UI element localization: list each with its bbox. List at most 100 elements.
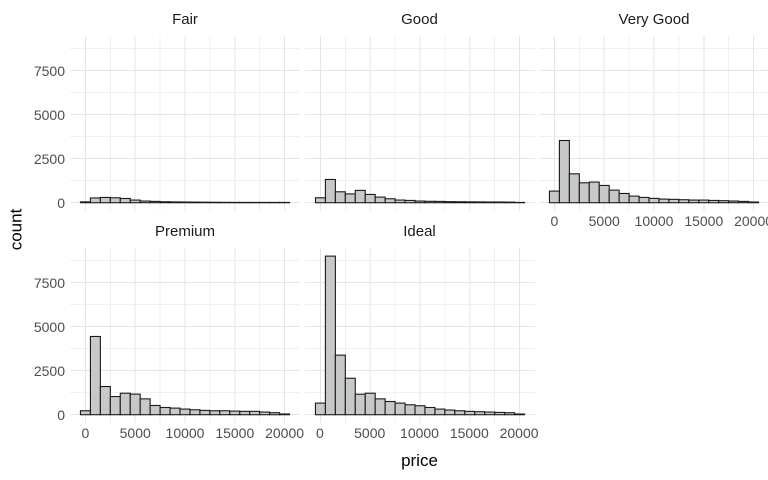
histogram-bar xyxy=(364,392,376,416)
histogram-bar xyxy=(354,393,366,416)
histogram-bar xyxy=(404,404,416,416)
histogram-bar xyxy=(628,195,640,204)
histogram-bar xyxy=(394,402,406,416)
facet-panel-premium xyxy=(70,248,300,423)
histogram-bar xyxy=(483,201,495,204)
histogram-bar xyxy=(698,199,710,204)
facet-title-ideal: Ideal xyxy=(403,223,436,240)
histogram-bar xyxy=(453,201,465,204)
histogram-bar xyxy=(473,411,485,416)
x-tick-label: 20000 xyxy=(265,425,305,441)
histogram-bar xyxy=(493,201,505,204)
histogram-bar xyxy=(374,196,386,204)
x-tick-label: 5000 xyxy=(354,425,386,441)
histogram-bar xyxy=(259,411,271,416)
histogram-bar xyxy=(364,193,376,204)
histogram-bars xyxy=(314,178,525,204)
histogram-bar xyxy=(513,413,525,416)
histogram-bar xyxy=(209,410,221,416)
histogram-bar xyxy=(169,201,181,204)
y-tick-label: 5000 xyxy=(33,318,65,335)
histogram-bar xyxy=(423,406,435,416)
histogram-bar xyxy=(89,335,101,416)
histogram-bar xyxy=(344,193,356,204)
histogram-bar xyxy=(638,196,650,204)
histogram-bar xyxy=(149,200,161,204)
histogram-bar xyxy=(334,354,346,416)
x-tick-label: 5000 xyxy=(588,213,620,229)
histogram-bar xyxy=(548,190,560,204)
histogram-bar xyxy=(503,201,515,204)
histogram-bar xyxy=(608,189,620,204)
x-tick-label: 20000 xyxy=(499,425,539,441)
histogram-bar xyxy=(119,197,131,204)
y-tick-label: 5000 xyxy=(33,106,65,123)
histogram-bar xyxy=(618,192,630,204)
x-axis-title: price xyxy=(401,451,438,470)
x-tick-label: 0 xyxy=(316,425,324,441)
x-tick-label: 15000 xyxy=(684,213,724,229)
facet-title-premium: Premium xyxy=(154,223,215,240)
histogram-bar xyxy=(493,411,505,416)
histogram-bar xyxy=(384,198,396,204)
histogram-bar xyxy=(179,408,191,416)
histogram-bar xyxy=(473,201,485,204)
y-tick-label: 2500 xyxy=(33,150,65,167)
histogram-bar xyxy=(413,405,426,416)
histogram-bar xyxy=(558,139,570,204)
x-tick-label: 10000 xyxy=(165,425,205,441)
histogram-bar xyxy=(578,182,590,204)
histogram-bars xyxy=(548,139,760,204)
histogram-bar xyxy=(129,393,141,416)
histogram-bar xyxy=(354,189,366,204)
panel-grid xyxy=(70,36,300,211)
histogram-bar xyxy=(189,201,201,204)
histogram-bar xyxy=(433,408,445,416)
facet-panel-ideal xyxy=(304,248,535,423)
histogram-bar xyxy=(109,197,121,204)
x-tick-label: 10000 xyxy=(634,213,674,229)
histogram-bar xyxy=(384,400,396,416)
histogram-bar xyxy=(199,409,211,416)
histogram-bar xyxy=(423,200,435,204)
histogram-bar xyxy=(728,200,740,204)
facet-title-fair: Fair xyxy=(172,11,198,28)
histogram-bar xyxy=(324,178,336,204)
panel-grid xyxy=(304,36,535,211)
histogram-bar xyxy=(249,410,261,416)
histogram-bar xyxy=(279,413,291,416)
panel-grid xyxy=(70,248,300,423)
histogram-bar xyxy=(394,199,406,204)
histogram-bar xyxy=(588,181,600,204)
histogram-bar xyxy=(239,410,251,416)
histogram-bar xyxy=(119,392,131,416)
facet-title-good: Good xyxy=(401,11,438,28)
histogram-bar xyxy=(314,197,326,204)
histogram-bar xyxy=(314,402,326,416)
histogram-bar xyxy=(189,409,201,416)
histogram-bar xyxy=(139,398,151,416)
histogram-bars xyxy=(79,196,291,204)
histogram-bar xyxy=(79,201,91,204)
histogram-bar xyxy=(149,404,161,416)
histogram-bar xyxy=(678,199,690,204)
histogram-bars xyxy=(79,335,291,416)
x-tick-label: 15000 xyxy=(215,425,255,441)
y-tick-label: 0 xyxy=(57,406,65,423)
y-axis-title: count xyxy=(6,208,26,251)
histogram-bar xyxy=(159,406,171,416)
histogram-bar xyxy=(483,411,495,416)
histogram-bar xyxy=(503,412,515,416)
histogram-bar xyxy=(99,385,111,416)
histogram-bar xyxy=(413,200,426,204)
histogram-bar xyxy=(748,201,760,204)
histogram-bar xyxy=(738,200,750,204)
histogram-bar xyxy=(568,173,580,204)
histogram-bar xyxy=(598,184,610,204)
histogram-bar xyxy=(199,201,211,204)
histogram-bar xyxy=(179,201,191,204)
histogram-bar xyxy=(688,199,700,204)
histogram-bar xyxy=(334,191,346,204)
histogram-bar xyxy=(443,409,455,416)
facet-panel-very-good xyxy=(539,36,768,211)
